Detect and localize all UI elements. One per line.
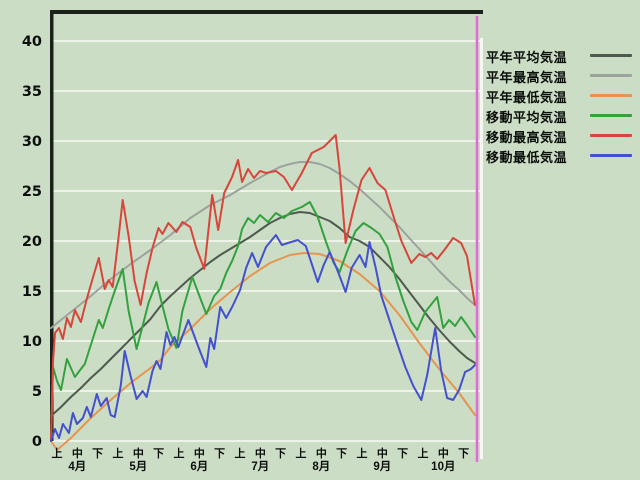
y-tick-label: 25	[22, 184, 42, 200]
series-line-moving-max-temp	[50, 134, 476, 442]
legend-line-swatch	[590, 54, 632, 57]
x-period-label: 下	[275, 447, 286, 460]
x-period-label: 上	[296, 446, 307, 460]
legend-item: 平年最高気温	[486, 65, 640, 85]
series-line-moving-mean-temp	[50, 201, 476, 442]
x-period-label: 下	[214, 447, 225, 460]
x-period-label: 中	[438, 446, 449, 460]
legend-label: 平年最高気温	[486, 70, 568, 85]
x-period-label: 中	[377, 446, 388, 460]
legend-line-swatch	[590, 134, 632, 137]
x-period-label: 下	[336, 447, 347, 460]
x-period-label: 下	[458, 447, 469, 460]
chart-legend: 平年平均気温 平年最高気温 平年最低気温 移動平均気温 移動最高気温 移動最低気…	[486, 45, 640, 165]
legend-label: 移動平均気温	[486, 110, 568, 125]
series-line-moving-min-temp	[50, 234, 476, 442]
y-tick-label: 30	[22, 134, 42, 150]
y-tick-label: 40	[22, 34, 42, 50]
x-month-label: 5月	[129, 460, 147, 473]
x-period-label: 下	[397, 447, 408, 460]
x-period-label: 上	[418, 446, 429, 460]
y-tick-label: 5	[32, 384, 42, 400]
legend-item: 平年平均気温	[486, 45, 640, 65]
x-month-label: 6月	[190, 460, 208, 473]
x-month-label: 8月	[312, 460, 330, 473]
legend-line-swatch	[590, 74, 632, 77]
x-period-label: 下	[92, 447, 103, 460]
legend-label: 移動最高気温	[486, 130, 568, 145]
legend-item: 移動最高気温	[486, 125, 640, 145]
series-line-normal-max-temp	[50, 161, 476, 329]
legend-label: 平年平均気温	[486, 50, 568, 65]
legend-label: 移動最低気温	[486, 150, 568, 165]
x-month-label: 7月	[251, 460, 269, 473]
series-line-normal-mean-temp	[50, 211, 476, 417]
y-tick-label: 35	[22, 84, 42, 100]
legend-item: 移動平均気温	[486, 105, 640, 125]
y-axis-line	[50, 10, 54, 441]
x-period-label: 下	[153, 447, 164, 460]
y-tick-label: 10	[22, 334, 42, 350]
series-line-normal-min-temp	[50, 252, 476, 451]
x-period-label: 中	[255, 446, 266, 460]
y-tick-label: 15	[22, 284, 42, 300]
legend-item: 平年最低気温	[486, 85, 640, 105]
y-tick-label: 0	[32, 434, 42, 450]
x-period-label: 中	[194, 446, 205, 460]
x-period-label: 中	[316, 446, 327, 460]
x-period-label: 上	[113, 446, 124, 460]
x-period-label: 上	[235, 446, 246, 460]
x-month-label: 4月	[68, 460, 86, 473]
x-month-label: 9月	[373, 460, 391, 473]
legend-line-swatch	[590, 94, 632, 97]
legend-line-swatch	[590, 114, 632, 117]
x-period-label: 中	[133, 446, 144, 460]
legend-line-swatch	[590, 154, 632, 157]
legend-item: 移動最低気温	[486, 145, 640, 165]
x-month-label: 10月	[431, 460, 455, 473]
x-period-label: 上	[357, 446, 368, 460]
x-period-label: 上	[52, 446, 63, 460]
x-period-label: 上	[174, 446, 185, 460]
legend-label: 平年最低気温	[486, 90, 568, 105]
plot-top-border	[50, 10, 483, 14]
y-tick-label: 20	[22, 234, 42, 250]
x-period-label: 中	[72, 446, 83, 460]
